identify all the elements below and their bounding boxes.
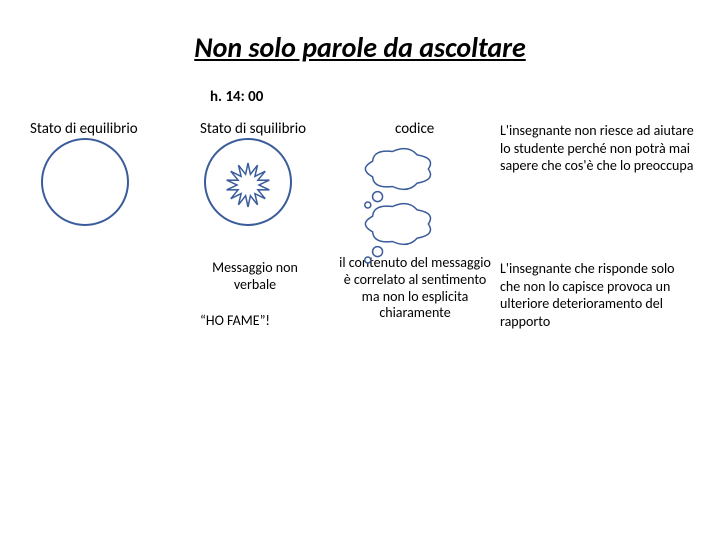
diagram-svg <box>0 0 720 540</box>
thought-cloud-1 <box>365 149 431 208</box>
equilibrio-circle <box>42 139 128 225</box>
thought-cloud-2 <box>365 204 431 263</box>
